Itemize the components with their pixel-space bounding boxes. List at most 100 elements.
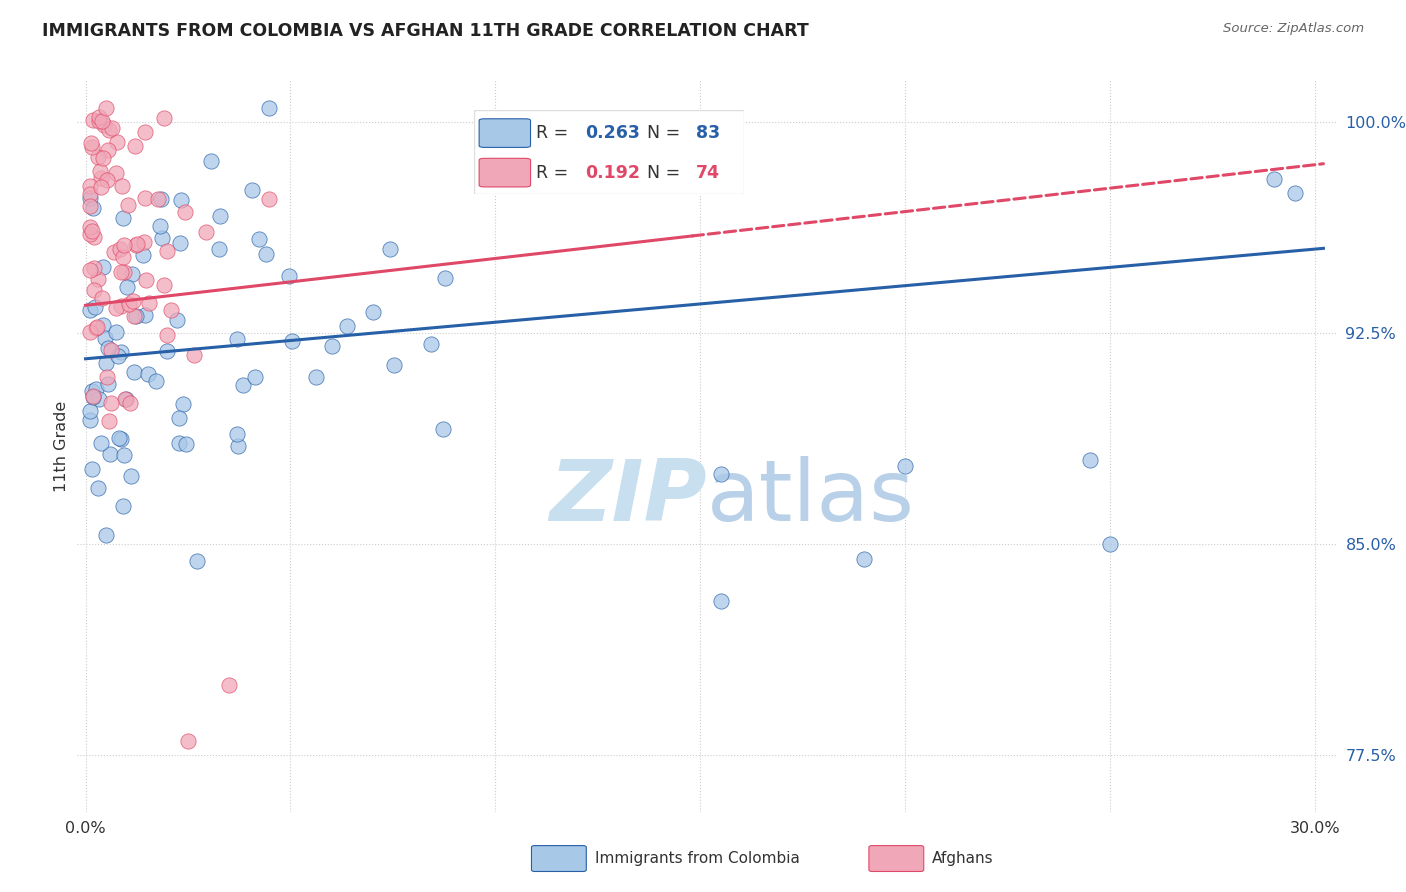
Point (79, 227, 101, 241)
Point (218, 678, 240, 692)
Text: N =: N = (647, 124, 686, 142)
Point (82, 113, 104, 128)
Point (419, 336, 441, 351)
Point (155, 343, 177, 358)
Point (91, 260, 114, 275)
Point (112, 238, 135, 252)
Point (79, 325, 101, 339)
Point (122, 309, 145, 323)
Point (93, 331, 115, 345)
Point (114, 392, 136, 407)
Point (120, 469, 142, 483)
Y-axis label: 11th Grade: 11th Grade (53, 401, 69, 491)
Point (90, 171, 112, 186)
Point (104, 166, 127, 180)
Point (209, 209, 232, 223)
Point (257, 102, 280, 116)
Point (894, 458, 917, 473)
Point (90, 435, 112, 450)
Text: 0.192: 0.192 (585, 163, 640, 182)
Point (186, 554, 208, 568)
Point (79, 302, 101, 317)
Point (173, 204, 195, 219)
Point (174, 437, 197, 451)
Point (710, 593, 733, 607)
Point (82, 384, 104, 398)
Point (82, 390, 104, 404)
Point (83, 260, 105, 275)
Point (110, 299, 132, 313)
Point (79, 404, 101, 418)
Point (79, 220, 101, 235)
Point (82, 224, 104, 238)
Point (122, 294, 145, 309)
Point (135, 273, 157, 287)
Point (125, 310, 148, 324)
Point (433, 271, 456, 285)
Point (111, 250, 134, 264)
Point (86, 319, 108, 334)
Point (247, 232, 270, 246)
Text: Immigrants from Colombia: Immigrants from Colombia (595, 852, 800, 866)
Point (97, 341, 120, 355)
Text: Afghans: Afghans (932, 852, 994, 866)
Point (1078, 453, 1101, 467)
Point (97, 123, 120, 137)
Point (80, 136, 103, 151)
Point (166, 313, 188, 327)
Point (100, 343, 122, 357)
Point (150, 231, 173, 245)
Point (111, 179, 134, 194)
Point (84, 320, 107, 334)
Point (87, 151, 110, 165)
Point (127, 237, 149, 252)
Point (97, 143, 120, 157)
Point (167, 436, 190, 450)
Point (87, 110, 110, 124)
Point (156, 244, 179, 258)
Point (101, 120, 124, 135)
Point (225, 332, 247, 346)
Point (853, 551, 876, 566)
Text: R =: R = (536, 163, 574, 182)
Point (121, 267, 143, 281)
Point (89, 164, 111, 178)
Point (382, 358, 405, 372)
Text: 0.263: 0.263 (585, 124, 640, 142)
Point (84, 382, 107, 396)
Point (125, 237, 148, 252)
Point (156, 327, 179, 342)
Point (170, 194, 193, 208)
Point (79, 263, 101, 277)
Point (87, 113, 110, 128)
Text: R =: R = (536, 124, 574, 142)
Point (240, 183, 263, 197)
Point (91, 291, 114, 305)
Point (146, 193, 169, 207)
Point (91, 318, 114, 332)
Point (228, 439, 250, 453)
Point (96, 173, 118, 187)
Point (82, 389, 104, 403)
Point (138, 296, 160, 310)
Point (432, 422, 454, 436)
FancyBboxPatch shape (479, 119, 530, 147)
Point (112, 265, 135, 279)
Point (280, 334, 302, 349)
Point (159, 303, 181, 318)
Point (112, 448, 135, 462)
Point (111, 499, 134, 513)
Point (97, 414, 120, 428)
Point (336, 319, 359, 334)
Point (169, 236, 191, 251)
Point (278, 269, 301, 284)
Point (257, 192, 280, 206)
Point (103, 245, 125, 260)
Point (98, 447, 121, 461)
Text: Source: ZipAtlas.com: Source: ZipAtlas.com (1223, 22, 1364, 36)
Point (194, 226, 217, 240)
Point (79, 191, 101, 205)
Point (96, 528, 118, 542)
Point (120, 396, 142, 410)
Point (96, 356, 118, 370)
